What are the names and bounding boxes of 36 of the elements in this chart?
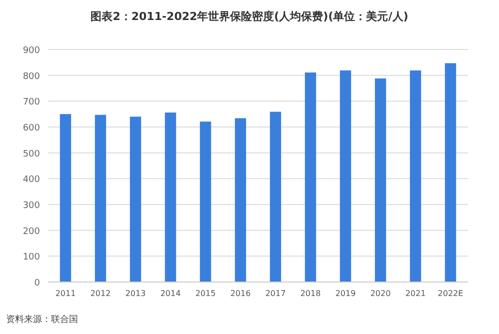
- y-tick-label: 200: [22, 226, 40, 237]
- y-tick-label: 100: [22, 252, 40, 263]
- bar: [130, 116, 142, 282]
- bar: [444, 63, 456, 282]
- bar: [410, 70, 422, 282]
- text: 资料来源：联合国: [6, 314, 78, 325]
- x-tick-label: 2019: [335, 289, 356, 298]
- bar: [374, 78, 386, 282]
- chart-title: 图表2：2011-2022年世界保险密度(人均保费)(单位：美元/人): [90, 10, 408, 23]
- y-tick-label: 800: [22, 72, 40, 82]
- y-tick-label: 400: [22, 175, 40, 186]
- bar: [94, 114, 106, 282]
- x-tick-label: 2011: [55, 289, 76, 298]
- x-tick-label: 2016: [230, 289, 251, 298]
- x-tick-label: 2020: [370, 289, 391, 298]
- x-tick-label: 2021: [405, 289, 426, 298]
- y-tick-label: 300: [22, 201, 40, 211]
- y-tick-label: 0: [34, 278, 40, 288]
- x-tick-label: 2022E: [438, 289, 464, 298]
- bar: [60, 114, 72, 282]
- x-tick-label: 2013: [125, 289, 146, 298]
- x-tick-label: 2015: [195, 289, 216, 298]
- x-tick-label: 2018: [300, 289, 321, 298]
- x-tick-label: 2017: [265, 289, 286, 298]
- y-tick-label: 500: [22, 149, 40, 160]
- bar: [304, 72, 316, 282]
- x-tick-label: 2012: [90, 289, 111, 298]
- y-tick-label: 600: [22, 124, 40, 134]
- bar: [340, 70, 352, 282]
- y-tick-label: 900: [22, 46, 40, 56]
- bar: [164, 112, 176, 282]
- bar: [200, 122, 212, 282]
- y-tick-label: 700: [22, 98, 40, 108]
- bar: [234, 118, 246, 282]
- x-tick-label: 2014: [160, 289, 181, 298]
- bar: [270, 112, 282, 282]
